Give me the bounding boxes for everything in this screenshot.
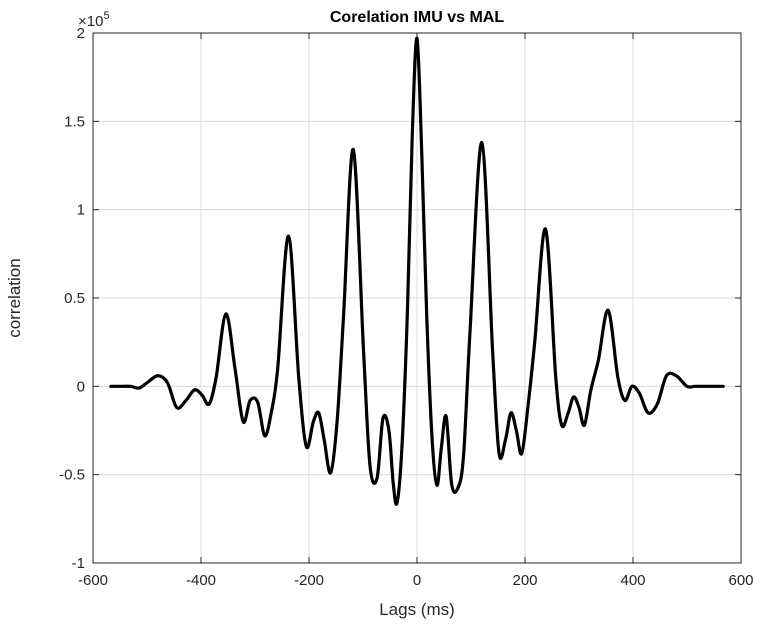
y-tick-label: 0.5 bbox=[64, 290, 85, 307]
y-multiplier-exponent: 5 bbox=[103, 10, 109, 22]
y-tick-label: 1.5 bbox=[64, 113, 85, 130]
y-axis-multiplier: ×105 bbox=[78, 10, 110, 30]
x-tick-label: 0 bbox=[413, 572, 421, 589]
x-tick-labels: -600 -400 -200 0 200 400 600 bbox=[78, 572, 754, 589]
x-axis-label: Lags (ms) bbox=[379, 600, 455, 619]
y-tick-label: 1 bbox=[77, 202, 85, 219]
x-tick-label: -400 bbox=[186, 572, 216, 589]
y-axis-label: correlation bbox=[5, 258, 24, 337]
y-tick-label: 2 bbox=[77, 25, 85, 42]
tick-marks bbox=[92, 32, 742, 564]
y-tick-label: 0 bbox=[77, 378, 85, 395]
grid-lines bbox=[92, 32, 742, 564]
y-multiplier-base: ×10 bbox=[78, 13, 103, 30]
x-tick-label: -600 bbox=[78, 572, 108, 589]
x-tick-label: 600 bbox=[728, 572, 753, 589]
x-tick-label: 200 bbox=[512, 572, 537, 589]
chart-title: Corelation IMU vs MAL bbox=[330, 9, 504, 26]
y-tick-label: -1 bbox=[72, 555, 85, 572]
correlation-series-line bbox=[109, 36, 725, 506]
y-tick-label: -0.5 bbox=[59, 467, 85, 484]
x-tick-label: 400 bbox=[620, 572, 645, 589]
series-layer bbox=[109, 36, 725, 506]
y-tick-labels: -1 -0.5 0 0.5 1 1.5 2 bbox=[59, 25, 85, 572]
x-tick-label: -200 bbox=[294, 572, 324, 589]
